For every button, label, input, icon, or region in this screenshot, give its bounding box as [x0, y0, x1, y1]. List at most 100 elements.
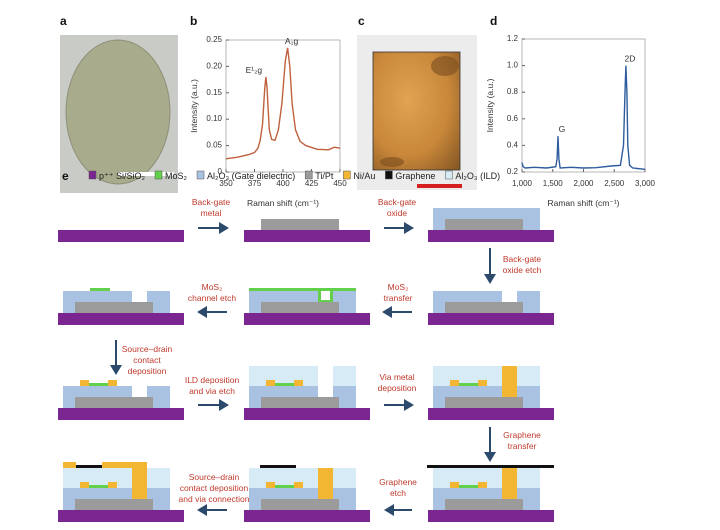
via-metal — [318, 468, 333, 499]
legend-swatch — [385, 170, 393, 180]
step-label: and via connection — [179, 494, 250, 504]
step-label: MoS₂ — [202, 282, 223, 292]
legend-label: Al₂O₃ (Gate dielectric) — [207, 171, 295, 181]
step-label: Via metal — [379, 372, 414, 382]
y-tick-label: 1.2 — [507, 34, 519, 43]
drain-contact — [478, 380, 487, 386]
drain-contact — [108, 380, 117, 386]
legend: p⁺⁺ Si/SiO₂ MoS₂ Al₂O₃ (Gate dielectric) Ti… — [88, 170, 500, 181]
step-label: deposition — [128, 366, 167, 376]
back-gate-metal — [75, 499, 153, 510]
mos2-channel — [453, 485, 485, 488]
mos2-channel — [83, 485, 115, 488]
x-axis-label: Raman shift (cm⁻¹) — [547, 198, 619, 208]
legend-item: p⁺⁺ Si/SiO₂ — [88, 170, 146, 181]
y-axis-label: Intensity (a.u.) — [485, 78, 495, 132]
x-tick-label: 400 — [276, 179, 290, 188]
stage-final-device — [58, 462, 184, 522]
legend-item: Ni/Au — [343, 170, 375, 181]
mos2-channel — [269, 485, 301, 488]
mos2-layer — [249, 288, 356, 291]
peak-label: G — [559, 124, 566, 134]
stage-mos2-transfer — [244, 288, 370, 325]
step-label: transfer — [508, 441, 537, 451]
legend-swatch — [445, 170, 453, 180]
source-contact — [266, 380, 275, 386]
raman-chart-graphene: 1,000 1,500 2,000 2,500 3,000 0.2 0.4 0.6 0.8 1.0… — [485, 34, 656, 208]
step-label: Back-gate — [192, 197, 231, 207]
stage-substrate — [58, 230, 184, 242]
panel-label-e: e — [62, 169, 69, 183]
stage-oxide-etch — [428, 291, 554, 325]
step-label: transfer — [384, 293, 413, 303]
x-tick-label: 1,000 — [512, 179, 533, 188]
step-label: Graphene — [503, 430, 541, 440]
panel-label-c: c — [358, 14, 365, 28]
source-contact — [80, 482, 89, 488]
step-label: and via etch — [189, 386, 235, 396]
substrate — [244, 313, 370, 325]
back-gate-metal — [445, 219, 523, 230]
substrate — [428, 510, 554, 522]
source-contact — [266, 482, 275, 488]
stage-graphene-etch — [244, 465, 370, 522]
substrate — [428, 313, 554, 325]
x-tick-label: 375 — [248, 179, 262, 188]
legend-item: MoS₂ — [154, 170, 188, 181]
substrate — [58, 510, 184, 522]
step-label: Source–drain — [189, 472, 240, 482]
via-metal — [132, 468, 147, 499]
peak-label: A₁g — [285, 36, 299, 46]
substrate — [244, 230, 370, 242]
back-gate-metal — [445, 499, 523, 510]
x-tick-label: 425 — [305, 179, 319, 188]
spectrum-line — [521, 65, 646, 170]
legend-swatch — [343, 170, 351, 180]
back-gate-metal — [261, 397, 339, 408]
legend-swatch — [304, 170, 313, 180]
legend-label: p⁺⁺ Si/SiO₂ — [99, 171, 146, 181]
step-label: channel etch — [188, 293, 236, 303]
afm-image — [357, 35, 477, 190]
via-opening — [318, 366, 333, 397]
step-label: oxide — [387, 208, 408, 218]
step-label: oxide etch — [503, 265, 542, 275]
source-contact — [450, 380, 459, 386]
spectrum-line — [225, 47, 341, 160]
legend-swatch — [88, 170, 97, 180]
stage-source-drain-contacts — [58, 380, 184, 420]
mos2-layer — [330, 288, 333, 302]
peak-label: E¹₂g — [246, 65, 263, 75]
legend-item: Ti/Pt — [304, 170, 334, 181]
mos2-layer — [318, 288, 321, 302]
step-label: Graphene — [379, 477, 417, 487]
x-tick-label: 450 — [333, 179, 347, 188]
y-tick-label: 0.10 — [206, 114, 222, 123]
y-tick-label: 0 — [218, 167, 223, 176]
via-metal — [502, 366, 517, 397]
back-gate-metal — [261, 302, 339, 313]
substrate — [244, 408, 370, 420]
stage-via-metal — [428, 366, 554, 420]
step-label: Back-gate — [378, 197, 417, 207]
back-gate-metal — [75, 302, 153, 313]
stage-mos2-channel-etch — [58, 288, 184, 325]
peak-label: 2D — [624, 54, 635, 64]
back-gate-metal — [445, 302, 523, 313]
panel-label-d: d — [490, 14, 497, 28]
panel-label-a: a — [60, 14, 67, 28]
source-contact — [450, 482, 459, 488]
substrate — [428, 230, 554, 242]
graphene-channel — [260, 465, 296, 468]
legend-label: Ti/Pt — [315, 171, 334, 181]
legend-swatch — [154, 170, 163, 180]
back-gate-metal — [261, 499, 339, 510]
y-tick-label: 1.0 — [507, 61, 519, 70]
y-tick-label: 0.8 — [507, 87, 519, 96]
